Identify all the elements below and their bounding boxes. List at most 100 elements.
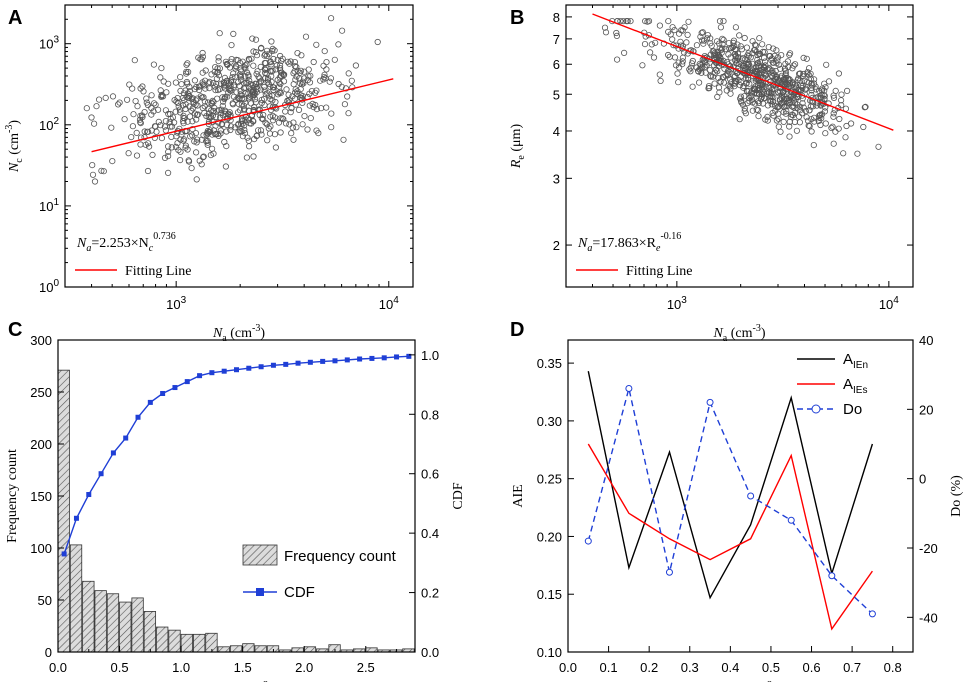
data-point xyxy=(769,109,776,117)
data-point xyxy=(802,108,810,115)
data-point xyxy=(141,109,148,116)
data-point xyxy=(707,73,715,80)
data-point xyxy=(301,68,308,75)
data-point xyxy=(148,111,155,118)
histogram-bar xyxy=(94,590,107,653)
data-point xyxy=(825,78,833,85)
data-point xyxy=(277,69,285,76)
data-point xyxy=(293,124,300,131)
data-point xyxy=(761,64,768,72)
data-point xyxy=(177,136,184,143)
data-point xyxy=(723,87,730,94)
data-point xyxy=(277,115,284,122)
cdf-marker xyxy=(307,359,313,365)
data-point xyxy=(755,50,763,58)
y-axis-label: Nc (cm-3) xyxy=(4,120,25,173)
data-point xyxy=(256,80,263,87)
y2-tick-label: 0.0 xyxy=(421,645,439,660)
data-point xyxy=(199,49,206,57)
x-axis-label: LWC (g m-3) xyxy=(704,680,777,682)
data-point xyxy=(237,107,244,114)
data-point xyxy=(248,55,255,62)
legend-marker-cdf xyxy=(256,588,264,596)
series-marker xyxy=(747,492,755,500)
data-point xyxy=(168,133,175,140)
data-point xyxy=(264,137,271,144)
data-point xyxy=(679,58,686,65)
data-point xyxy=(167,115,174,122)
data-point xyxy=(158,135,165,142)
data-point xyxy=(268,78,275,86)
data-point xyxy=(288,130,295,137)
data-point xyxy=(232,62,239,70)
data-point xyxy=(152,101,159,108)
data-point xyxy=(743,44,751,51)
data-point xyxy=(243,154,250,161)
data-point xyxy=(778,51,785,59)
data-point xyxy=(267,67,274,75)
data-point xyxy=(262,91,269,98)
data-point xyxy=(264,75,272,82)
x-axis-label: LWC (g m-3) xyxy=(200,680,273,682)
data-point xyxy=(91,178,99,185)
cdf-markers xyxy=(61,353,412,557)
data-point xyxy=(727,85,734,92)
x-tick-label: 104 xyxy=(379,295,399,312)
data-point xyxy=(202,85,209,92)
y-tick-label: 0.30 xyxy=(537,414,562,429)
data-point xyxy=(734,50,742,57)
data-point xyxy=(800,54,807,62)
data-point xyxy=(200,154,207,161)
data-point xyxy=(258,115,265,122)
legend-label-frequency: Frequency count xyxy=(284,548,397,565)
data-point xyxy=(225,79,233,86)
cdf-marker xyxy=(73,515,79,521)
data-point xyxy=(222,163,229,170)
data-point xyxy=(310,58,317,66)
data-point xyxy=(755,77,762,84)
cdf-marker xyxy=(295,360,301,366)
data-point xyxy=(323,66,330,73)
data-point xyxy=(238,101,245,108)
data-point xyxy=(218,80,225,87)
data-point xyxy=(191,77,198,84)
data-point xyxy=(204,137,211,144)
cdf-marker xyxy=(221,368,227,374)
data-point xyxy=(184,60,191,67)
data-point xyxy=(271,114,278,121)
data-point xyxy=(830,94,838,102)
data-point xyxy=(252,96,259,103)
data-point xyxy=(228,41,235,49)
data-point xyxy=(717,24,725,31)
y-tick-label: 5 xyxy=(553,87,560,102)
data-point xyxy=(790,102,797,109)
data-point xyxy=(193,111,201,119)
data-point xyxy=(176,125,183,132)
data-point xyxy=(257,127,265,134)
data-point xyxy=(746,80,753,87)
data-point xyxy=(751,46,759,54)
data-point xyxy=(219,94,226,101)
data-point xyxy=(320,76,327,83)
cdf-marker xyxy=(86,492,92,498)
data-point xyxy=(174,129,181,136)
data-point xyxy=(212,64,219,71)
data-point xyxy=(738,46,746,53)
data-point xyxy=(219,102,226,110)
data-point xyxy=(810,142,817,149)
data-point xyxy=(697,62,704,69)
data-point xyxy=(685,18,692,25)
data-point xyxy=(601,24,609,31)
data-point xyxy=(286,121,293,128)
legend-label-cdf: CDF xyxy=(284,584,315,601)
data-point xyxy=(784,102,791,110)
data-point xyxy=(786,51,793,59)
histogram-bar xyxy=(291,647,304,653)
data-point xyxy=(754,52,761,59)
y-tick-label: 4 xyxy=(553,124,560,139)
data-point xyxy=(249,89,256,96)
data-point xyxy=(755,74,762,82)
data-point xyxy=(131,57,138,64)
data-point xyxy=(761,48,768,56)
data-point xyxy=(704,31,711,39)
